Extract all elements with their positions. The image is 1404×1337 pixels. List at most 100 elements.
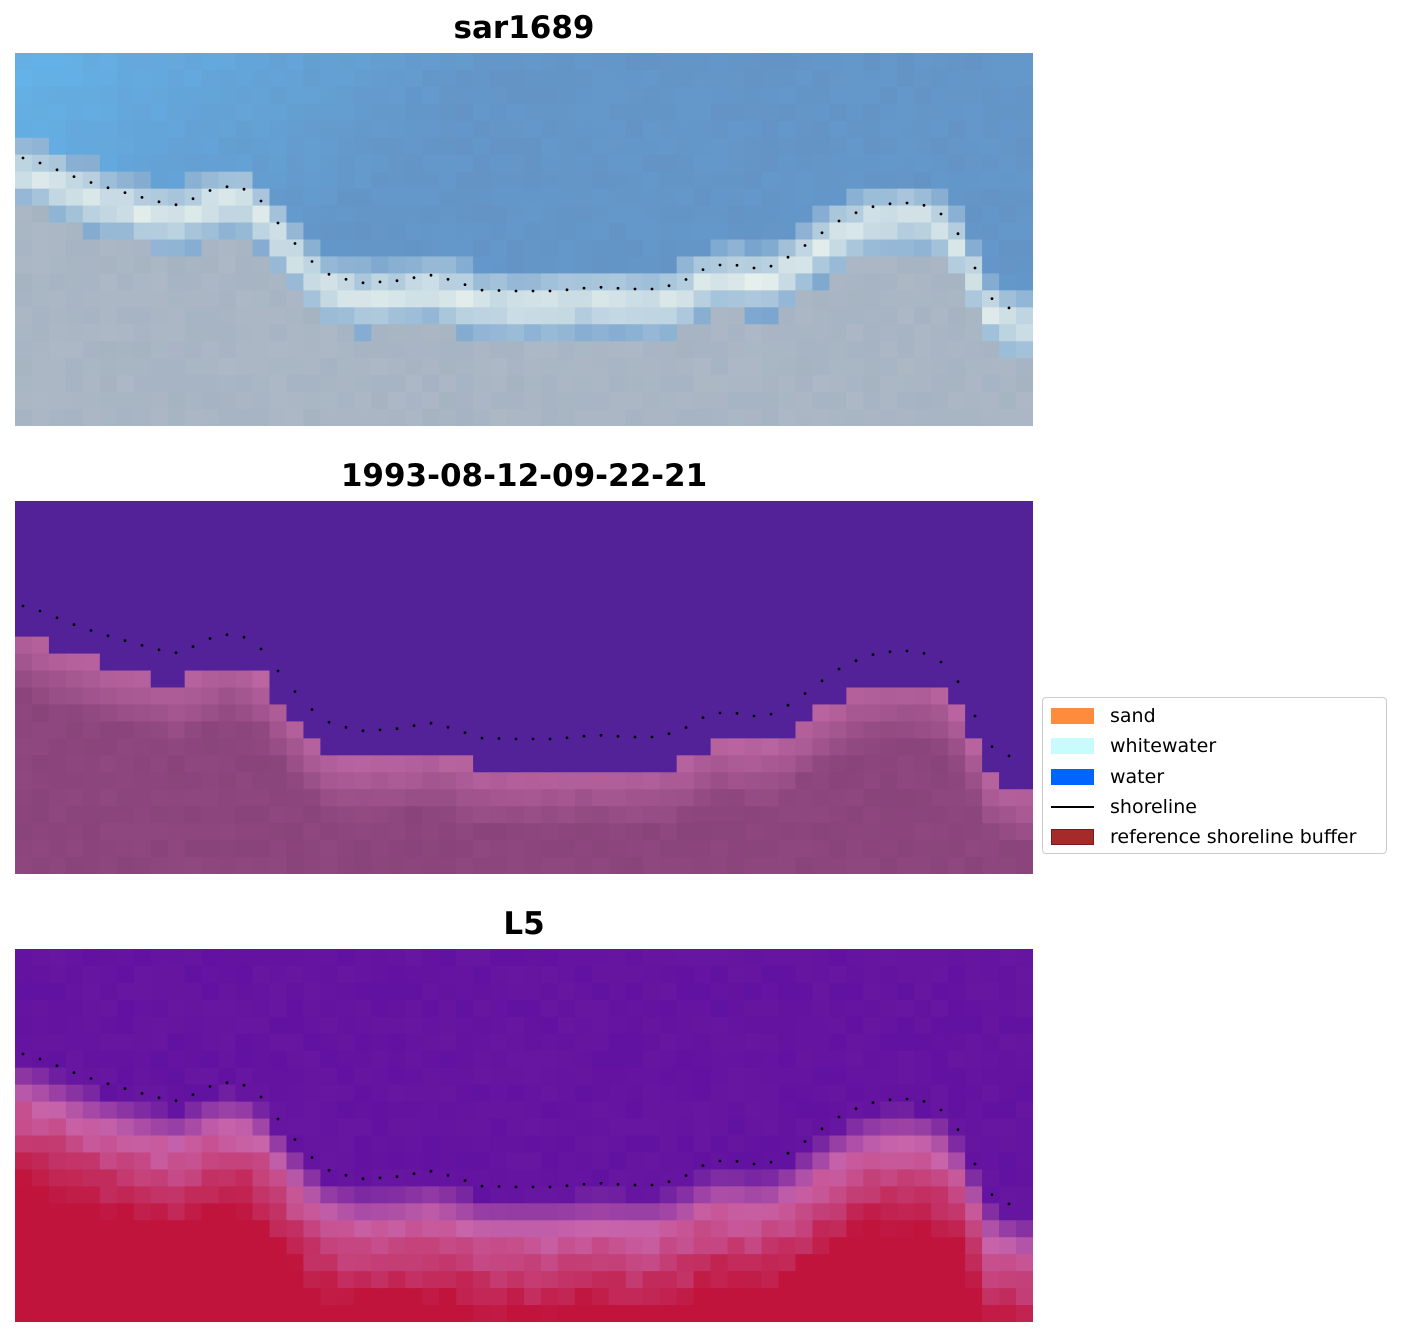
index-pixel bbox=[540, 965, 559, 984]
index-pixel bbox=[965, 1101, 983, 1120]
index-pixel bbox=[116, 1118, 135, 1137]
rgb-pixel bbox=[948, 137, 966, 156]
classified-pixel bbox=[829, 517, 847, 536]
rgb-pixel bbox=[1016, 222, 1033, 241]
classified-pixel bbox=[965, 568, 983, 587]
classified-pixel bbox=[473, 687, 491, 706]
index-pixel bbox=[591, 1101, 610, 1120]
classified-pixel bbox=[999, 517, 1017, 536]
classified-pixel bbox=[15, 501, 33, 519]
index-pixel bbox=[948, 1016, 966, 1035]
classified-pixel bbox=[354, 670, 372, 689]
classified-pixel bbox=[473, 857, 491, 874]
index-pixel bbox=[235, 1135, 254, 1154]
rgb-pixel bbox=[846, 154, 864, 173]
index-pixel bbox=[15, 999, 33, 1018]
rgb-pixel bbox=[82, 375, 101, 393]
rgb-pixel bbox=[371, 409, 389, 426]
classified-pixel bbox=[982, 534, 1000, 553]
rgb-pixel bbox=[982, 358, 1000, 376]
classified-pixel bbox=[82, 636, 101, 655]
classified-pixel bbox=[150, 534, 169, 553]
index-pixel bbox=[897, 982, 915, 1001]
index-pixel bbox=[999, 1220, 1017, 1238]
shoreline-point bbox=[429, 273, 433, 277]
rgb-pixel bbox=[931, 137, 949, 156]
classified-pixel bbox=[252, 738, 271, 756]
classified-pixel bbox=[439, 602, 457, 621]
classified-pixel bbox=[371, 789, 389, 807]
rgb-pixel bbox=[625, 392, 644, 410]
index-pixel bbox=[303, 1118, 321, 1137]
classified-pixel bbox=[201, 670, 220, 689]
rgb-pixel bbox=[354, 154, 372, 173]
rgb-pixel bbox=[642, 324, 661, 342]
rgb-pixel bbox=[201, 53, 220, 71]
classified-pixel bbox=[897, 687, 915, 706]
rgb-pixel bbox=[422, 307, 440, 325]
classified-pixel bbox=[99, 636, 118, 655]
index-pixel bbox=[320, 1050, 338, 1069]
rgb-pixel bbox=[218, 86, 237, 105]
rgb-pixel bbox=[490, 120, 508, 139]
index-pixel bbox=[252, 1203, 271, 1221]
index-pixel bbox=[591, 982, 610, 1001]
classified-pixel bbox=[490, 755, 508, 773]
rgb-pixel bbox=[795, 137, 814, 156]
classified-pixel bbox=[252, 602, 271, 621]
classified-pixel bbox=[948, 789, 966, 807]
index-pixel bbox=[1016, 999, 1033, 1018]
rgb-pixel bbox=[795, 205, 814, 224]
classified-pixel bbox=[608, 670, 627, 689]
index-pixel bbox=[422, 1016, 440, 1035]
classified-pixel bbox=[625, 551, 644, 570]
classified-pixel bbox=[591, 534, 610, 553]
classified-pixel bbox=[778, 806, 797, 824]
index-pixel bbox=[608, 999, 627, 1018]
rgb-pixel bbox=[48, 205, 67, 224]
rgb-pixel bbox=[931, 290, 949, 308]
shoreline-point bbox=[650, 735, 654, 739]
index-pixel bbox=[337, 1288, 355, 1306]
classified-pixel bbox=[65, 687, 84, 706]
classified-pixel bbox=[965, 687, 983, 706]
classified-pixel bbox=[659, 789, 678, 807]
classified-pixel bbox=[235, 772, 254, 790]
index-pixel bbox=[31, 949, 50, 967]
classified-pixel bbox=[473, 653, 491, 672]
rgb-pixel bbox=[999, 239, 1017, 258]
rgb-pixel bbox=[557, 375, 576, 393]
rgb-pixel bbox=[150, 375, 169, 393]
rgb-pixel bbox=[456, 69, 474, 88]
rgb-pixel bbox=[388, 409, 406, 426]
index-pixel bbox=[201, 1186, 220, 1204]
index-pixel bbox=[524, 1305, 542, 1322]
rgb-pixel bbox=[761, 103, 780, 122]
index-pixel bbox=[761, 1169, 780, 1187]
rgb-pixel bbox=[795, 222, 814, 241]
classified-pixel bbox=[354, 738, 372, 756]
classified-pixel bbox=[65, 534, 84, 553]
rgb-pixel bbox=[524, 188, 542, 207]
index-pixel bbox=[184, 1305, 203, 1322]
rgb-pixel bbox=[744, 188, 763, 207]
classified-pixel bbox=[15, 551, 33, 570]
index-pixel bbox=[965, 1305, 983, 1322]
classified-pixel bbox=[642, 670, 661, 689]
rgb-pixel bbox=[982, 307, 1000, 325]
rgb-pixel bbox=[456, 307, 474, 325]
classified-pixel bbox=[133, 738, 152, 756]
index-pixel bbox=[133, 1169, 152, 1187]
classified-pixel bbox=[693, 636, 712, 655]
rgb-pixel bbox=[456, 392, 474, 410]
index-pixel bbox=[931, 1050, 949, 1069]
rgb-pixel bbox=[880, 392, 898, 410]
classified-pixel bbox=[184, 534, 203, 553]
index-pixel bbox=[591, 1118, 610, 1137]
rgb-pixel bbox=[269, 205, 288, 224]
index-pixel bbox=[880, 1118, 898, 1137]
classified-pixel bbox=[456, 823, 474, 841]
rgb-pixel bbox=[999, 409, 1017, 426]
rgb-pixel bbox=[727, 188, 746, 207]
water-swatch bbox=[1051, 769, 1094, 785]
